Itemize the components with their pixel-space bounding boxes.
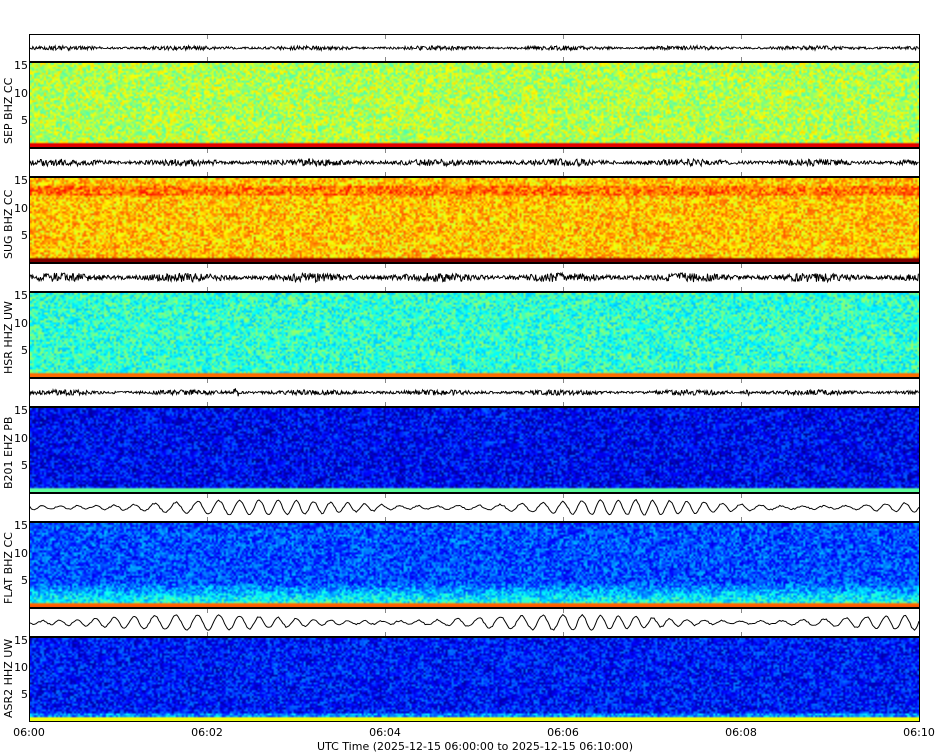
y-tick: 5 — [21, 458, 28, 472]
tick-mark — [207, 517, 208, 521]
x-tick-0608: 06:08 — [725, 726, 757, 739]
tick-mark — [741, 402, 742, 406]
waveform-trace — [29, 148, 920, 177]
tick-mark — [741, 609, 742, 613]
tick-mark — [385, 609, 386, 613]
y-tick: 5 — [21, 573, 28, 587]
y-tick: 15 — [14, 59, 28, 73]
y-tick: 10 — [14, 316, 28, 330]
spectrogram-panel — [29, 62, 920, 148]
tick-mark — [207, 172, 208, 176]
y-tick: 5 — [21, 688, 28, 702]
tick-mark — [741, 57, 742, 61]
tick-mark — [741, 632, 742, 636]
x-tick-0604: 06:04 — [369, 726, 401, 739]
tick-mark — [207, 264, 208, 268]
tick-mark — [207, 57, 208, 61]
y-tick: 10 — [14, 546, 28, 560]
tick-mark — [563, 35, 564, 39]
tick-mark — [563, 632, 564, 636]
tick-mark — [385, 402, 386, 406]
y-tick: 10 — [14, 201, 28, 215]
tick-mark — [207, 149, 208, 153]
y-tick: 15 — [14, 289, 28, 303]
tick-mark — [207, 35, 208, 39]
tick-mark — [563, 379, 564, 383]
y-tick: 5 — [21, 228, 28, 242]
tick-mark — [385, 172, 386, 176]
y-tick: 10 — [14, 86, 28, 100]
tick-mark — [563, 287, 564, 291]
x-tick-0600: 06:00 — [13, 726, 45, 739]
tick-mark — [207, 287, 208, 291]
tick-mark — [385, 287, 386, 291]
tick-mark — [563, 609, 564, 613]
spectrogram-panel — [29, 522, 920, 608]
y-tick: 15 — [14, 404, 28, 418]
spectrogram-panel — [29, 177, 920, 263]
tick-mark — [563, 517, 564, 521]
tick-mark — [741, 172, 742, 176]
tick-mark — [563, 264, 564, 268]
tick-mark — [741, 149, 742, 153]
waveform-trace — [29, 378, 920, 407]
station-label: SUG BHZ CC — [2, 189, 15, 259]
waveform-trace — [29, 608, 920, 637]
tick-mark — [385, 264, 386, 268]
tick-mark — [741, 494, 742, 498]
tick-mark — [563, 172, 564, 176]
tick-mark — [207, 632, 208, 636]
tick-mark — [741, 517, 742, 521]
tick-mark — [385, 35, 386, 39]
tick-mark — [741, 35, 742, 39]
x-axis-label: UTC Time (2025-12-15 06:00:00 to 2025-12… — [317, 740, 633, 753]
tick-mark — [385, 149, 386, 153]
tick-mark — [385, 494, 386, 498]
tick-mark — [207, 494, 208, 498]
station-label: ASR2 HHZ UW — [2, 638, 15, 718]
spectrogram-panel — [29, 637, 920, 722]
tick-mark — [207, 402, 208, 406]
x-tick-0602: 06:02 — [191, 726, 223, 739]
waveform-trace — [29, 493, 920, 522]
spectrogram-panel — [29, 292, 920, 378]
y-tick: 15 — [14, 634, 28, 648]
y-tick: 5 — [21, 343, 28, 357]
x-tick-0606: 06:06 — [547, 726, 579, 739]
station-label: HSR HHZ UW — [2, 301, 15, 374]
tick-mark — [563, 494, 564, 498]
tick-mark — [563, 402, 564, 406]
station-label: B201 EHZ PB — [2, 416, 15, 489]
tick-mark — [385, 379, 386, 383]
tick-mark — [563, 57, 564, 61]
y-tick: 15 — [14, 519, 28, 533]
y-tick: 10 — [14, 661, 28, 675]
tick-mark — [385, 632, 386, 636]
tick-mark — [207, 609, 208, 613]
waveform-trace — [29, 263, 920, 292]
tick-mark — [563, 149, 564, 153]
tick-mark — [741, 379, 742, 383]
tick-mark — [741, 287, 742, 291]
x-tick-0610: 06:10 — [903, 726, 935, 739]
spectrogram-panel — [29, 407, 920, 493]
station-label: FLAT BHZ CC — [2, 532, 15, 604]
tick-mark — [207, 379, 208, 383]
tick-mark — [741, 264, 742, 268]
y-tick: 5 — [21, 113, 28, 127]
y-tick: 15 — [14, 174, 28, 188]
tick-mark — [385, 517, 386, 521]
y-tick: 10 — [14, 431, 28, 445]
waveform-trace — [29, 34, 920, 62]
tick-mark — [385, 57, 386, 61]
